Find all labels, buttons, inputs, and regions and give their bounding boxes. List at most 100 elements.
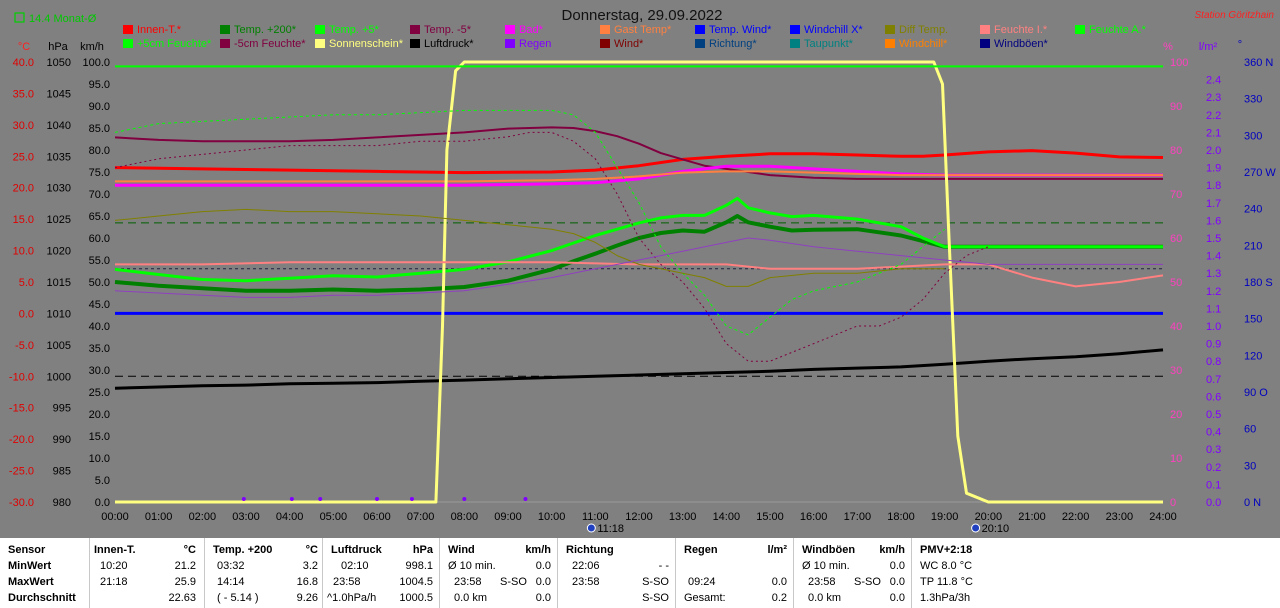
humidity-tick-1: 90 <box>1170 101 1182 113</box>
row-label-avg: Durchschnitt <box>8 592 76 604</box>
wind-tick-12: 40.0 <box>89 321 110 333</box>
stats-innen-min-value: 21.2 <box>174 560 196 572</box>
wind-tick-2: 90.0 <box>89 101 110 113</box>
direction-tick-0: 360 N <box>1244 57 1273 69</box>
stats-innen-min-time: 10:20 <box>100 560 128 572</box>
monthly-avg-icon <box>14 12 25 23</box>
legend-swatch-13 <box>315 39 325 48</box>
temp-tick-7: 5.0 <box>19 277 34 289</box>
pressure-tick-8: 1010 <box>47 308 71 320</box>
stats-druck-min-time: 02:10 <box>341 560 369 572</box>
wind-tick-18: 10.0 <box>89 453 110 465</box>
row-label-min: MinWert <box>8 560 52 572</box>
stats-pmv-title: PMV+2:18 <box>920 544 973 556</box>
stats-wind-distance: 0.0 km <box>454 592 488 604</box>
wind-tick-7: 65.0 <box>89 211 110 223</box>
legend-label-9: Feuchte I.* <box>994 24 1048 36</box>
rain-tick-24: 0.0 <box>1206 497 1221 509</box>
stats-richtung-max-value: S-SO <box>642 576 669 588</box>
temp-tick-14: -30.0 <box>9 497 34 509</box>
wind-tick-0: 100.0 <box>82 57 110 69</box>
pressure-tick-10: 1000 <box>47 371 71 383</box>
stats-regen-total: 0.2 <box>771 592 787 604</box>
legend-swatch-20 <box>980 39 990 48</box>
wind-tick-19: 5.0 <box>95 475 110 487</box>
wind-tick-10: 50.0 <box>89 277 110 289</box>
axes-layer: °C hPa km/h% l/m² ° 40.0 35.0 30.0 25.0 20.0 15.0 1… <box>9 39 1276 535</box>
humidity-tick-3: 70 <box>1170 189 1182 201</box>
rain-tick-1: 2.3 <box>1206 92 1221 104</box>
series-line-13 <box>114 237 1163 298</box>
direction-tick-7: 150 <box>1244 314 1262 326</box>
stats-temp200-avg-note: ( - 5.14 ) <box>217 592 259 604</box>
pressure-tick-0: 1050 <box>47 57 71 69</box>
time-tick-7: 07:00 <box>407 511 435 523</box>
stats-innen-max-time: 21:18 <box>100 576 128 588</box>
legend-swatch-0 <box>123 25 133 34</box>
stats-druck-avg: 1000.5 <box>399 592 433 604</box>
temp-tick-10: -10.0 <box>9 371 34 383</box>
temp-tick-12: -20.0 <box>9 434 34 446</box>
stats-richtung-title: Richtung <box>566 544 614 556</box>
stats-boeen-max-time: 23:58 <box>808 576 836 588</box>
legend-label-7: Windchill X* <box>804 24 863 36</box>
series-line-12 <box>114 208 945 287</box>
legend-label-18: Taupunkt* <box>804 38 854 50</box>
series-line-5 <box>115 170 1163 183</box>
rain-tick-7: 1.7 <box>1206 198 1221 210</box>
temp-tick-2: 30.0 <box>13 120 34 132</box>
weather-chart: °C hPa km/h% l/m² ° 40.0 35.0 30.0 25.0 20.0 15.0 1… <box>8 7 1277 535</box>
rain-mark-4 <box>409 497 414 501</box>
legend-swatch-12 <box>220 39 230 48</box>
stats-druck-max-value: 1004.5 <box>399 576 433 588</box>
stats-innen-title: Innen-T. <box>94 544 136 556</box>
legend-label-5: Gast Temp* <box>614 24 672 36</box>
rain-tick-10: 1.4 <box>1206 251 1221 263</box>
stats-labels-column: Sensor MinWert MaxWert Durchschnitt <box>0 538 90 608</box>
stats-boeen-unit: km/h <box>879 544 905 556</box>
rain-tick-23: 0.1 <box>1206 479 1221 491</box>
stats-wind-column: Wind km/h Ø 10 min. 0.0 23:58 S-SO 0.0 0… <box>440 538 558 608</box>
pressure-tick-7: 1015 <box>47 277 71 289</box>
stats-regen-unit: l/m² <box>767 544 787 556</box>
station-name: Station Göritzhain <box>1195 10 1275 21</box>
stats-druck-column: Luftdruck hPa 02:10 998.1 23:58 1004.5 ^… <box>323 538 440 608</box>
unit-rain: l/m² <box>1199 41 1218 53</box>
rain-tick-11: 1.3 <box>1206 268 1221 280</box>
rain-tick-4: 2.0 <box>1206 145 1221 157</box>
legend-swatch-15 <box>505 39 515 48</box>
direction-tick-12: 0 N <box>1244 497 1261 509</box>
sunrise-label: 11:18 <box>597 523 624 535</box>
rain-tick-12: 1.2 <box>1206 286 1221 298</box>
series-line-7 <box>114 348 1164 390</box>
series-line-11 <box>114 131 989 362</box>
stats-regen-column: Regen l/m² 09:24 0.0 Gesamt: 0.2 <box>676 538 794 608</box>
pressure-tick-13: 985 <box>53 466 71 478</box>
rain-mark-2 <box>318 497 323 501</box>
rain-mark-1 <box>289 497 294 501</box>
chart-title: Donnerstag, 29.09.2022 <box>562 7 723 24</box>
humidity-tick-6: 40 <box>1170 321 1182 333</box>
time-tick-10: 10:00 <box>538 511 566 523</box>
stats-innen-unit: °C <box>183 544 196 556</box>
rain-tick-17: 0.7 <box>1206 374 1221 386</box>
rain-tick-20: 0.4 <box>1206 427 1221 439</box>
unit-pressure: hPa <box>48 41 68 53</box>
legend-swatch-2 <box>315 25 325 34</box>
stats-wind-min-label: Ø 10 min. <box>448 560 496 572</box>
time-tick-4: 04:00 <box>276 511 304 523</box>
stats-wind-min-value: 0.0 <box>535 560 551 572</box>
stats-temp200-title: Temp. +200 <box>213 544 273 556</box>
rain-tick-2: 2.2 <box>1206 110 1221 122</box>
legend-swatch-7 <box>790 25 800 34</box>
rain-tick-0: 2.4 <box>1206 75 1221 87</box>
rain-tick-15: 0.9 <box>1206 339 1221 351</box>
wind-tick-13: 35.0 <box>89 343 110 355</box>
stats-wind-avg: 0.0 <box>535 592 551 604</box>
time-tick-17: 17:00 <box>844 511 872 523</box>
wind-tick-5: 75.0 <box>89 167 110 179</box>
stats-regen-title: Regen <box>684 544 718 556</box>
time-tick-9: 09:00 <box>494 511 522 523</box>
legend-label-13: Sonnenschein* <box>329 38 404 50</box>
temp-tick-4: 20.0 <box>13 183 34 195</box>
